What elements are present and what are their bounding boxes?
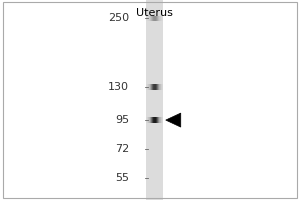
Bar — [146, 16, 147, 21]
Text: 250: 250 — [108, 13, 129, 23]
Bar — [150, 117, 151, 123]
Bar — [155, 16, 156, 21]
Bar — [151, 84, 152, 90]
Bar — [152, 84, 153, 90]
Bar — [157, 16, 158, 21]
Bar — [155, 117, 156, 123]
Bar — [150, 84, 151, 90]
Bar — [148, 84, 149, 90]
Bar — [146, 84, 147, 90]
Bar — [152, 117, 153, 123]
Polygon shape — [166, 113, 181, 127]
Bar — [148, 16, 149, 21]
Bar — [150, 16, 151, 21]
Bar — [153, 84, 154, 90]
Bar — [154, 16, 155, 21]
Bar — [162, 84, 163, 90]
Bar — [159, 16, 160, 21]
Bar — [156, 16, 157, 21]
Bar — [161, 117, 162, 123]
Text: Uterus: Uterus — [136, 8, 173, 18]
Bar — [160, 117, 161, 123]
Bar — [154, 117, 155, 123]
Bar — [146, 117, 147, 123]
Text: 55: 55 — [115, 173, 129, 183]
Bar — [154, 84, 155, 90]
Bar — [149, 16, 150, 21]
Bar — [147, 84, 148, 90]
Bar — [149, 117, 150, 123]
Bar — [158, 117, 159, 123]
Bar — [162, 16, 163, 21]
Bar — [156, 117, 157, 123]
Text: 72: 72 — [115, 144, 129, 154]
Bar — [155, 84, 156, 90]
Bar — [158, 16, 159, 21]
Bar — [149, 84, 150, 90]
Bar — [160, 16, 161, 21]
Bar — [147, 117, 148, 123]
Bar — [148, 117, 149, 123]
Bar — [157, 84, 158, 90]
Bar — [158, 84, 159, 90]
Bar — [156, 84, 157, 90]
Bar — [162, 117, 163, 123]
Bar — [161, 84, 162, 90]
Bar — [146, 0, 163, 200]
Bar — [159, 117, 160, 123]
Text: 130: 130 — [108, 82, 129, 92]
Bar — [153, 117, 154, 123]
Bar — [147, 16, 148, 21]
Bar — [161, 16, 162, 21]
Bar — [157, 117, 158, 123]
Bar — [160, 84, 161, 90]
Bar — [152, 16, 153, 21]
Bar — [153, 16, 154, 21]
Bar — [151, 117, 152, 123]
Bar — [159, 84, 160, 90]
Bar — [151, 16, 152, 21]
Text: 95: 95 — [115, 115, 129, 125]
